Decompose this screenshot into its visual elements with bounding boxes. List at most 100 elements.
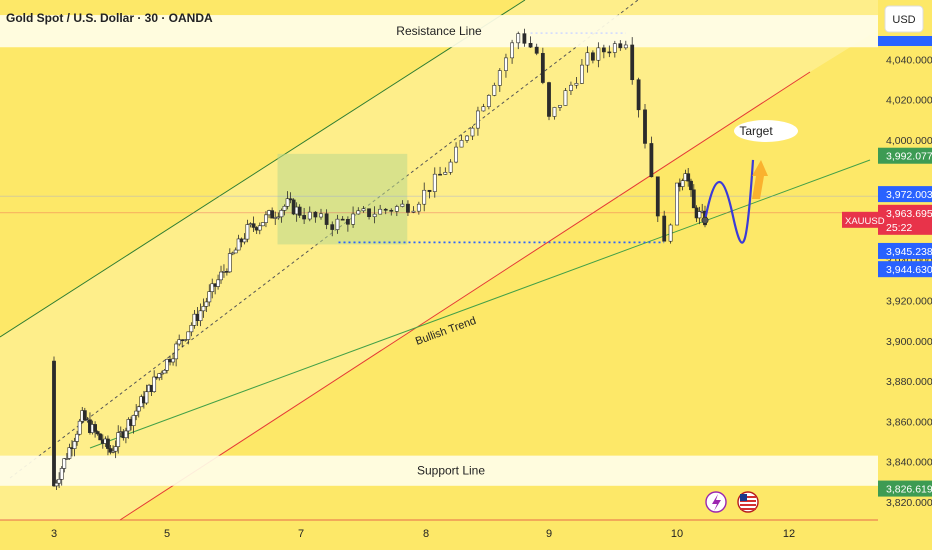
candle-body xyxy=(400,203,405,207)
x-tick-label: 12 xyxy=(783,528,795,540)
candle-body xyxy=(689,180,693,191)
price-tag-label: 3,945.238 xyxy=(886,246,932,258)
countdown-label: 25:22 xyxy=(886,222,912,234)
y-tick-label: 4,020.000 xyxy=(886,95,932,107)
candle-body xyxy=(210,283,215,292)
price-tag xyxy=(878,242,932,259)
candle-body xyxy=(372,213,377,218)
price-tag-label: 3,944.630 xyxy=(886,264,932,276)
candle-body xyxy=(319,213,323,218)
candle-body xyxy=(636,79,641,111)
target-arrow xyxy=(752,160,768,199)
candle-body xyxy=(351,213,355,225)
candle-body xyxy=(254,227,259,231)
candle-body xyxy=(470,127,475,137)
projection-path xyxy=(703,159,755,244)
candle-body xyxy=(563,90,568,106)
candle-body xyxy=(144,391,149,404)
candle-body xyxy=(260,222,265,227)
consolidation-box xyxy=(277,153,408,245)
candle-body xyxy=(383,208,388,211)
y-tick-label: 3,920.000 xyxy=(886,296,932,308)
candle-body xyxy=(476,110,480,129)
candle-body xyxy=(267,210,271,216)
candle-body xyxy=(510,42,515,59)
candle-body xyxy=(601,47,606,53)
candle-body xyxy=(198,310,203,322)
candle-body xyxy=(361,208,366,212)
candle-body xyxy=(216,279,220,287)
x-tick-label: 3 xyxy=(51,528,57,540)
candle-body xyxy=(186,331,191,340)
channel-upper-line xyxy=(0,0,526,338)
candle-body xyxy=(93,424,97,432)
y-tick-label: 4,000.000 xyxy=(886,135,932,147)
price-tag-label: 3,963.695 xyxy=(886,208,932,220)
candle-body xyxy=(251,223,256,228)
y-tick-label: 3,820.000 xyxy=(886,497,932,509)
candle-body xyxy=(569,84,573,91)
candle-body xyxy=(422,189,427,205)
candle-body xyxy=(57,478,62,484)
channel-lower-line xyxy=(119,71,811,521)
candle-body xyxy=(438,173,442,176)
candle-body xyxy=(134,410,139,416)
candle-body xyxy=(273,217,278,219)
x-tick-label: 10 xyxy=(671,528,683,540)
candle-body xyxy=(522,33,527,44)
candle-body xyxy=(52,360,56,487)
candle-body xyxy=(330,224,335,230)
candle-body xyxy=(607,51,612,54)
price-tag xyxy=(878,204,932,235)
symbol-tag xyxy=(842,211,879,228)
support-zone xyxy=(0,455,878,486)
candle-body xyxy=(497,70,502,86)
candle-body xyxy=(596,47,601,61)
candle-body xyxy=(335,218,340,230)
candle-body xyxy=(643,109,647,144)
candle-body xyxy=(113,446,118,452)
candle-body xyxy=(297,206,302,216)
candle-body xyxy=(183,339,188,341)
candle-body xyxy=(157,373,162,378)
target-label: Target xyxy=(739,124,773,138)
candle-body xyxy=(686,173,691,182)
us-flag-stripe xyxy=(740,508,756,510)
price-tag-label: 3,972.003 xyxy=(886,189,932,201)
candle-body xyxy=(492,85,497,96)
candle-body xyxy=(590,52,595,61)
us-flag-canton xyxy=(740,494,747,501)
candle-body xyxy=(242,238,247,243)
y-tick-label: 3,840.000 xyxy=(886,457,932,469)
x-tick-label: 9 xyxy=(546,528,552,540)
candle-body xyxy=(207,291,212,303)
candle-body xyxy=(230,252,235,255)
candle-body xyxy=(236,238,241,251)
candle-body xyxy=(697,211,702,219)
candle-body xyxy=(124,430,128,439)
candle-body xyxy=(285,198,290,207)
candle-body xyxy=(443,172,448,175)
candle-body xyxy=(623,44,628,49)
candle-body xyxy=(111,450,115,453)
candle-body xyxy=(432,173,437,192)
candle-body xyxy=(580,64,584,84)
candle-body xyxy=(98,433,103,441)
price-tag xyxy=(878,147,932,164)
candle-body xyxy=(219,271,223,281)
candle-body xyxy=(448,161,453,173)
candle-body xyxy=(416,203,421,212)
bullish-trend-line xyxy=(89,159,871,449)
candle-body xyxy=(95,431,100,435)
candle-body xyxy=(630,44,635,81)
candle-body xyxy=(406,203,410,213)
candle-body xyxy=(77,420,82,435)
candle-body xyxy=(459,140,464,148)
candle-body xyxy=(189,325,194,333)
x-tick-label: 5 xyxy=(164,528,170,540)
candle-body xyxy=(227,253,232,273)
candle-body xyxy=(72,441,77,449)
candle-body xyxy=(270,210,275,219)
candle-body xyxy=(313,211,318,218)
